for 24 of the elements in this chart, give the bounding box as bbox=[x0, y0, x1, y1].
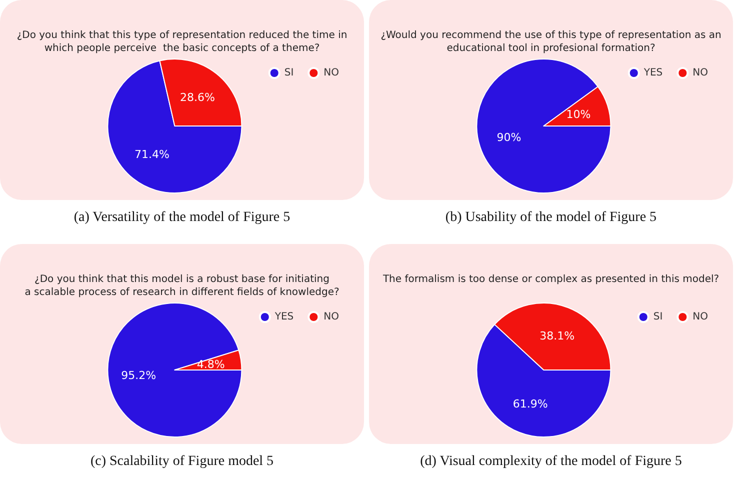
chart-title: ¿Do you think that this type of representation reduced the time in which people perceive the basic concepts of a theme? bbox=[16, 30, 348, 54]
data-label: 10% bbox=[566, 108, 591, 122]
legend-label: NO bbox=[692, 68, 708, 78]
text: (a) Versatility of the model of Figure 5 bbox=[72, 210, 292, 226]
data-label: 71.4% bbox=[134, 148, 170, 162]
text: (b) Usability of the model of Figure 5 bbox=[444, 210, 658, 226]
chart-title: The formalism is too dense or complex as presented in this model? bbox=[382, 274, 720, 285]
text: (d) Visual complexity of the model of Figure 5 bbox=[419, 454, 683, 470]
data-label: 90% bbox=[496, 130, 522, 144]
legend-label: YES bbox=[642, 68, 663, 78]
legend-label: NO bbox=[692, 312, 708, 322]
data-label: 38.1% bbox=[540, 330, 575, 343]
legend-label: YES bbox=[274, 312, 294, 322]
data-label: 4.8% bbox=[196, 358, 225, 372]
data-label: 28.6% bbox=[180, 90, 215, 104]
legend-label: NO bbox=[324, 312, 340, 322]
data-label: 95.2% bbox=[121, 368, 156, 382]
data-label: 61.9% bbox=[512, 397, 548, 410]
legend-label: NO bbox=[324, 68, 340, 78]
chart-title: ¿Would you recommend the use of this type of representation as an educational tool in profesional formation? bbox=[380, 30, 722, 54]
legend-label: SI bbox=[284, 68, 294, 78]
text: (c) Scalability of Figure model 5 bbox=[89, 454, 275, 470]
legend-label: SI bbox=[653, 312, 663, 322]
chart-title: ¿Do you think that this model is a robust base for initiating a scalable process of research in different fields of knowledge? bbox=[24, 274, 340, 298]
